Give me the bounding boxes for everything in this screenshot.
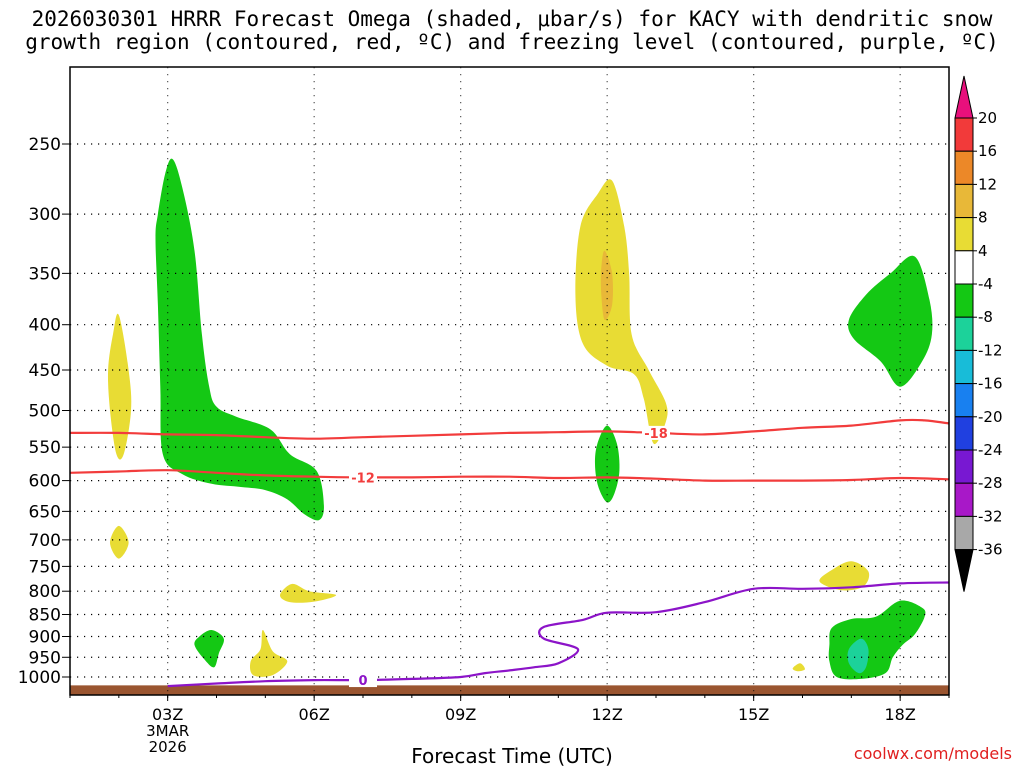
sinking-motion-02z-low: [110, 525, 129, 559]
dendritic-minus-18: [70, 418, 949, 440]
x-axis-title: Forecast Time (UTC): [411, 744, 613, 768]
colorbar-bin-4: [954, 217, 974, 252]
y-tick-label-300: 300: [29, 205, 61, 225]
colorbar-bin-3: [954, 183, 974, 219]
colorbar-label--36: -36: [978, 541, 1003, 559]
sinking-motion-02z-upper: [107, 313, 132, 460]
dendritic-minus-18-label: -18: [644, 427, 668, 442]
colorbar-label-20: 20: [978, 109, 997, 127]
y-tick-label-450: 450: [29, 361, 61, 381]
y-axis: 2503003504004505005506006507007508008509…: [18, 135, 70, 688]
colorbar-bin-13: [954, 515, 974, 551]
chart-title-line-1: 2026030301 HRRR Forecast Omega (shaded, …: [31, 7, 993, 31]
colorbar-label-8: 8: [978, 209, 988, 227]
credit-link[interactable]: coolwx.com/models: [853, 744, 1012, 763]
colorbar: 20 16 12 8 4 -4 -8 -12 -16 -20 -24 -28 -32 -36: [954, 75, 1003, 592]
x-tick-label-15Z: 15Z: [738, 705, 769, 724]
dendritic-minus-18-label-bg: [642, 425, 670, 440]
x-tick-label-09Z: 09Z: [445, 705, 476, 724]
colorbar-label-12: 12: [978, 175, 997, 193]
colorbar-bin-12: [954, 482, 974, 517]
y-tick-label-650: 650: [29, 502, 61, 522]
dendritic-minus-12: [70, 469, 949, 482]
upward-motion-18z-low: [828, 600, 926, 680]
colorbar-label--16: -16: [978, 375, 1003, 393]
colorbar-label--20: -20: [978, 408, 1003, 426]
omega-shading: [107, 158, 933, 680]
y-tick-label-900: 900: [29, 627, 61, 647]
colorbar-bin-10: [954, 416, 974, 451]
colorbar-bin-1: [954, 117, 974, 152]
colorbar-bin-6: [954, 283, 974, 318]
colorbar-label--24: -24: [978, 441, 1003, 459]
terrain-layer: [70, 685, 949, 695]
y-tick-label-700: 700: [29, 531, 61, 551]
freezing-level-0-label: 0: [358, 674, 367, 689]
y-tick-label-400: 400: [29, 316, 61, 336]
colorbar-bin-5: [954, 250, 974, 285]
colorbar-label--4: -4: [978, 275, 993, 293]
y-tick-label-850: 850: [29, 606, 61, 626]
freezing-level-0-label-bg: [349, 673, 377, 688]
y-tick-label-350: 350: [29, 264, 61, 284]
y-tick-label-550: 550: [29, 438, 61, 458]
dendritic-minus-12-label-bg: [349, 470, 377, 485]
y-tick-label-500: 500: [29, 402, 61, 422]
colorbar-label-16: 16: [978, 142, 997, 160]
colorbar-label--28: -28: [978, 474, 1003, 492]
freezing-level-0: [167, 581, 949, 688]
y-tick-label-750: 750: [29, 557, 61, 577]
sinking-motion-17z-mid: [819, 561, 870, 591]
x-tick-label-03Z: 03Z: [152, 705, 183, 724]
colorbar-bin-11: [954, 449, 974, 484]
colorbar-bin-2: [954, 150, 974, 185]
colorbar-label-4: 4: [978, 242, 988, 260]
colorbar-bin-9: [954, 383, 974, 418]
sinking-motion-05z-mid: [279, 583, 337, 603]
colorbar-label--8: -8: [978, 308, 993, 326]
stronger-upward-motion-18z: [847, 638, 869, 674]
colorbar-bin-7: [954, 316, 974, 351]
upward-motion-04z-low: [194, 629, 225, 668]
upward-motion-18z-upper: [848, 255, 933, 387]
colorbar-label--12: -12: [978, 341, 1003, 359]
y-tick-label-1000: 1000: [18, 668, 61, 688]
terrain-surface: [70, 685, 949, 695]
sinking-motion-16z-low: [792, 663, 805, 672]
x-tick-sublabel-3MAR: 3MAR: [146, 722, 189, 740]
dendritic-minus-12-label: -12: [351, 471, 375, 486]
x-tick-label-06Z: 06Z: [299, 705, 330, 724]
colorbar-label--32: -32: [978, 507, 1003, 525]
x-tick-label-18Z: 18Z: [885, 705, 916, 724]
sinking-motion-05z-low: [249, 629, 288, 677]
sinking-motion-12z-core: [600, 250, 613, 321]
y-tick-label-800: 800: [29, 582, 61, 602]
colorbar-bottom-arrow: [954, 549, 974, 592]
y-tick-label-600: 600: [29, 472, 61, 492]
y-tick-label-250: 250: [29, 135, 61, 155]
colorbar-top-arrow: [954, 75, 974, 119]
contour-labels: -18 -12 0: [349, 425, 670, 689]
x-tick-label-12Z: 12Z: [592, 705, 623, 724]
plot-area: -18 -12 0: [70, 67, 949, 695]
contour-lines: [70, 418, 949, 688]
y-tick-label-950: 950: [29, 648, 61, 668]
colorbar-bin-8: [954, 349, 974, 385]
upward-motion-03z-upper: [155, 158, 324, 521]
chart-title: 2026030301 HRRR Forecast Omega (shaded, …: [0, 8, 1024, 54]
upward-motion-12z-mid: [594, 425, 620, 503]
sinking-motion-12z-upper: [575, 179, 668, 445]
chart-title-line-2: growth region (contoured, red, ºC) and f…: [25, 30, 999, 54]
x-tick-sublabel-2026: 2026: [149, 738, 187, 756]
